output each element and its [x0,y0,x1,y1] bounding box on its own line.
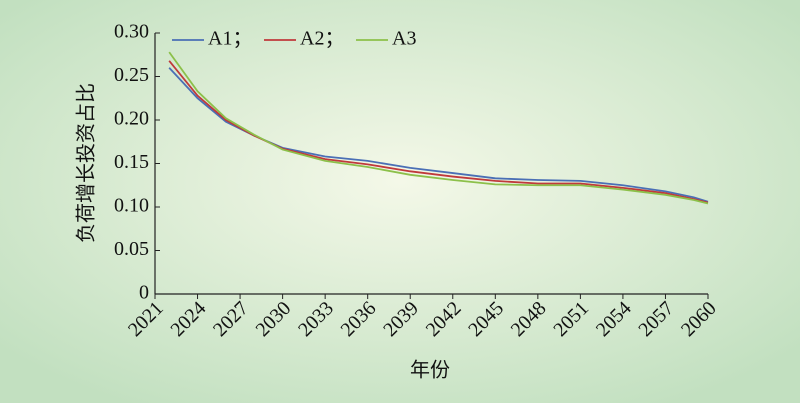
legend-label: A1； [208,28,252,50]
x-axis-label: 年份 [410,359,450,382]
y-tick-label: 0.25 [114,64,149,86]
y-tick-label: 0.20 [114,108,149,130]
series-line [168,51,709,205]
legend-label: A2； [300,28,344,50]
y-tick-label: 0.05 [114,238,149,260]
y-tick-label: 0.30 [114,21,149,43]
y-axis-label: 负荷增长投资占比 [75,83,98,243]
series-line [168,60,709,204]
y-tick-label: 0.15 [114,151,149,173]
y-tick-label: 0 [139,282,149,304]
y-tick-label: 0.10 [114,195,149,217]
legend-label: A3 [392,28,416,50]
